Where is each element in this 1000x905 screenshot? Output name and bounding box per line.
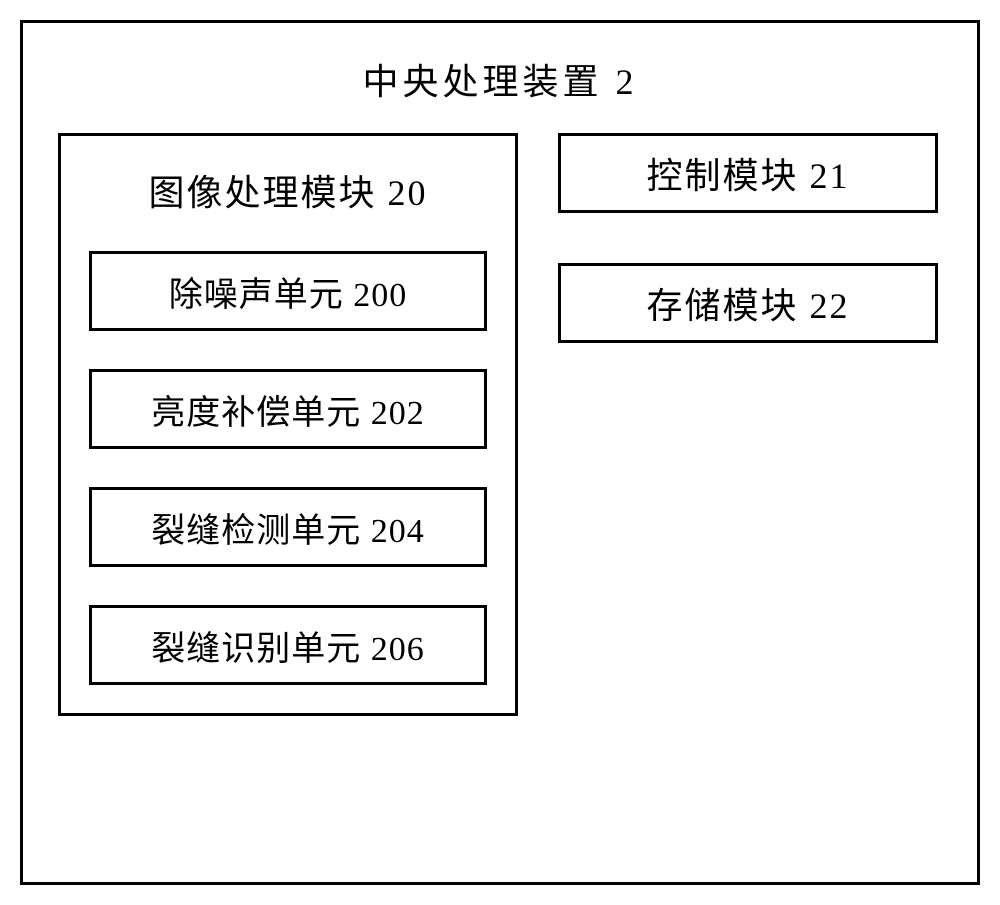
columns-layout: 图像处理模块 20 除噪声单元 200 亮度补偿单元 202 裂缝检测单元 20… xyxy=(58,133,942,716)
diagram-title: 中央处理装置 2 xyxy=(58,53,942,105)
crack-recognition-unit-box: 裂缝识别单元 206 xyxy=(89,605,487,685)
denoising-unit-box: 除噪声单元 200 xyxy=(89,251,487,331)
crack-detection-unit-box: 裂缝检测单元 204 xyxy=(89,487,487,567)
control-module-box: 控制模块 21 xyxy=(558,133,938,213)
image-processing-module-title: 图像处理模块 20 xyxy=(89,164,487,216)
brightness-compensation-unit-box: 亮度补偿单元 202 xyxy=(89,369,487,449)
image-processing-module-container: 图像处理模块 20 除噪声单元 200 亮度补偿单元 202 裂缝检测单元 20… xyxy=(58,133,518,716)
central-processing-device-container: 中央处理装置 2 图像处理模块 20 除噪声单元 200 亮度补偿单元 202 … xyxy=(20,20,980,885)
right-modules-column: 控制模块 21 存储模块 22 xyxy=(558,133,938,716)
storage-module-box: 存储模块 22 xyxy=(558,263,938,343)
